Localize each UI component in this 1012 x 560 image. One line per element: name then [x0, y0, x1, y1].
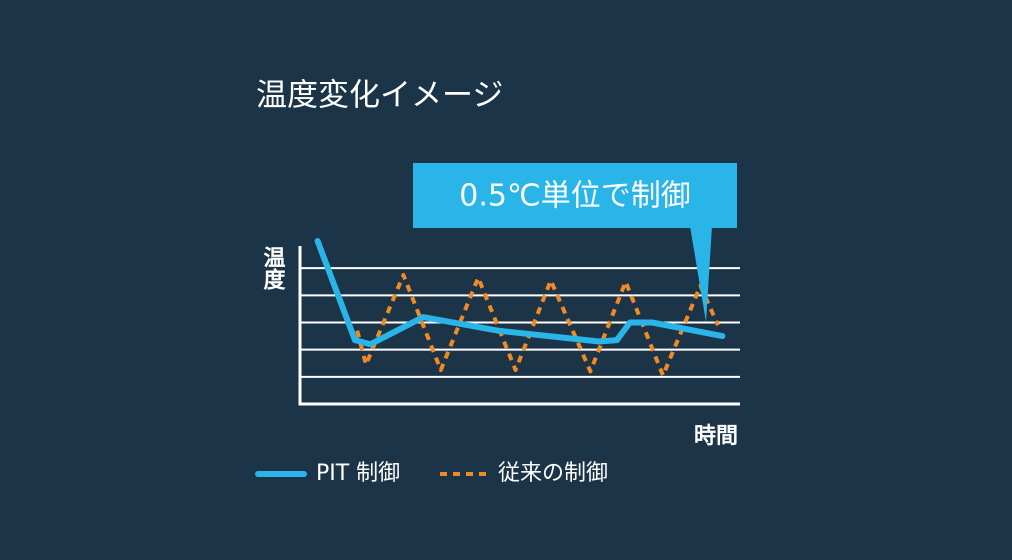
x-axis-label: 時間	[694, 424, 738, 449]
legend-label: PIT 制御	[316, 461, 400, 486]
y-axis-label: 温度	[260, 246, 286, 291]
legend-label: 従来の制御	[498, 461, 608, 486]
callout-text: 0.5℃単位で制御	[459, 179, 690, 214]
series-line	[355, 272, 720, 378]
chart-title: 温度変化イメージ	[256, 78, 503, 114]
callout-pointer	[690, 226, 712, 322]
callout-box	[413, 163, 737, 228]
axis	[298, 246, 740, 406]
series-line	[314, 238, 726, 348]
